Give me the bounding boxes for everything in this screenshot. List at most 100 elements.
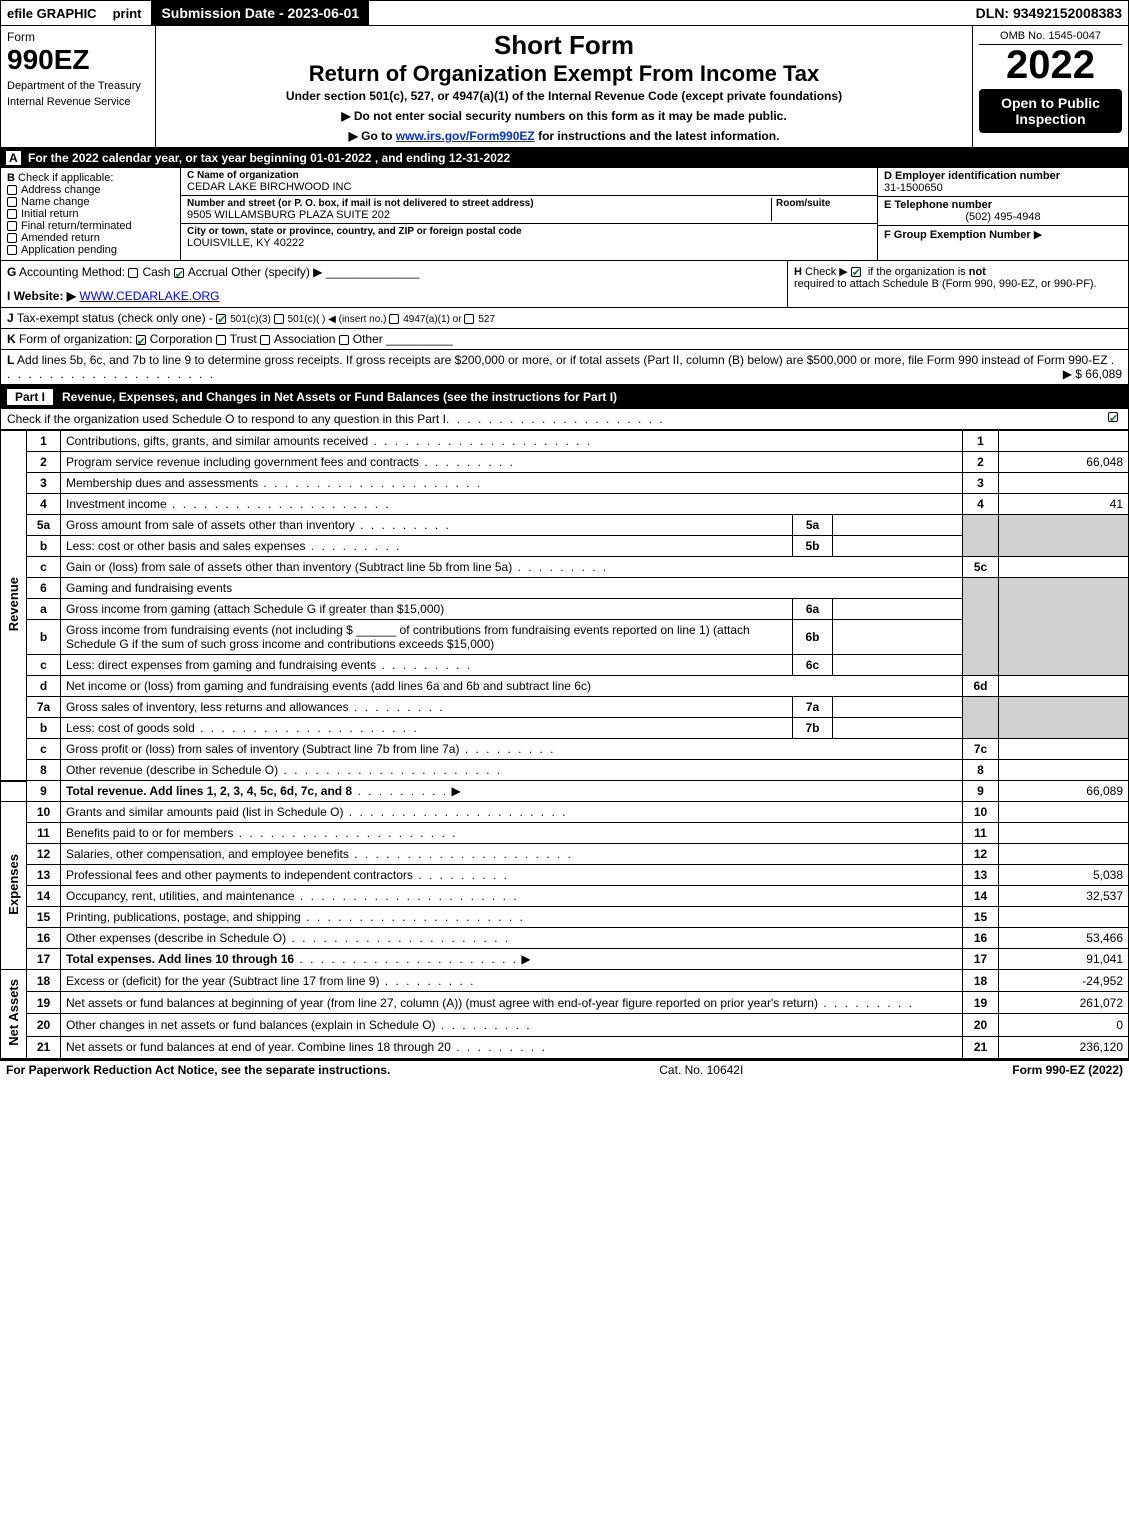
- checkbox-icon[interactable]: [389, 314, 399, 324]
- submission-date: Submission Date - 2023-06-01: [151, 1, 369, 25]
- table-row: 8 Other revenue (describe in Schedule O)…: [1, 760, 1129, 781]
- open-public: Open to Public Inspection: [979, 89, 1122, 133]
- row-a: A For the 2022 calendar year, or tax yea…: [0, 148, 1129, 168]
- e-phone: E Telephone number (502) 495-4948: [878, 197, 1128, 226]
- c-city-lbl: City or town, state or province, country…: [187, 226, 871, 237]
- h-pre: Check ▶: [805, 266, 851, 278]
- b-opt-3[interactable]: Final return/terminated: [7, 220, 174, 232]
- f-lbl: F Group Exemption Number: [884, 229, 1031, 241]
- goto-post: for instructions and the latest informat…: [535, 129, 780, 143]
- footer-right: Form 990-EZ (2022): [1012, 1063, 1123, 1077]
- col-c: C Name of organization CEDAR LAKE BIRCHW…: [181, 168, 878, 260]
- checkbox-icon[interactable]: [260, 335, 270, 345]
- f-arrow: ▶: [1034, 229, 1042, 241]
- tax-year: 2022: [979, 45, 1122, 85]
- checkbox-checked-icon[interactable]: [1108, 412, 1118, 422]
- row-j: J Tax-exempt status (check only one) - 5…: [0, 308, 1129, 329]
- d-ein: D Employer identification number 31-1500…: [878, 168, 1128, 197]
- table-row: 16 Other expenses (describe in Schedule …: [1, 928, 1129, 949]
- return-title: Return of Organization Exempt From Incom…: [162, 61, 966, 87]
- checkbox-checked-icon[interactable]: [136, 335, 146, 345]
- instruct-line1: ▶ Do not enter social security numbers o…: [162, 109, 966, 123]
- checkbox-checked-icon[interactable]: [216, 314, 226, 324]
- website-link[interactable]: WWW.CEDARLAKE.ORG: [79, 289, 219, 303]
- table-row: Net Assets 18 Excess or (deficit) for th…: [1, 970, 1129, 992]
- efile-label: efile GRAPHIC: [1, 2, 103, 25]
- i-letter: I: [7, 289, 10, 303]
- table-row: 4 Investment income 4 41: [1, 494, 1129, 515]
- b-opt-4[interactable]: Amended return: [7, 232, 174, 244]
- checkbox-icon[interactable]: [128, 268, 138, 278]
- instruct-line2: ▶ Go to www.irs.gov/Form990EZ for instru…: [162, 129, 966, 143]
- checkbox-icon[interactable]: [7, 185, 17, 195]
- form-number: 990EZ: [7, 44, 149, 76]
- part-label: Part I: [6, 388, 54, 406]
- table-row: c Gain or (loss) from sale of assets oth…: [1, 557, 1129, 578]
- col-h: H Check ▶ if the organization is not req…: [788, 261, 1128, 307]
- table-row: 20 Other changes in net assets or fund b…: [1, 1014, 1129, 1036]
- l-amount: ▶ $ 66,089: [1063, 367, 1122, 381]
- checkbox-icon[interactable]: [7, 221, 17, 231]
- table-row: 13 Professional fees and other payments …: [1, 865, 1129, 886]
- col-b: B Check if applicable: Address change Na…: [1, 168, 181, 260]
- col-g: G Accounting Method: Cash Accrual Other …: [1, 261, 788, 307]
- c-city: City or town, state or province, country…: [181, 224, 877, 251]
- checkbox-icon[interactable]: [339, 335, 349, 345]
- table-row: 2 Program service revenue including gove…: [1, 452, 1129, 473]
- checkbox-checked-icon[interactable]: [174, 268, 184, 278]
- checkbox-icon[interactable]: [7, 245, 17, 255]
- d-lbl: D Employer identification number: [884, 170, 1122, 182]
- b-opt-1[interactable]: Name change: [7, 196, 174, 208]
- g-accrual: Accrual: [188, 265, 228, 279]
- print-label[interactable]: print: [107, 2, 148, 25]
- irs-link[interactable]: www.irs.gov/Form990EZ: [396, 129, 535, 143]
- checkbox-icon[interactable]: [7, 209, 17, 219]
- b-opt-2[interactable]: Initial return: [7, 208, 174, 220]
- section-revenue: Revenue: [1, 431, 27, 781]
- e-lbl: E Telephone number: [884, 199, 1122, 211]
- form-word: Form: [7, 30, 149, 44]
- i-lbl: Website: ▶: [14, 289, 76, 303]
- j-text: Tax-exempt status (check only one) -: [17, 311, 216, 325]
- dots: [446, 412, 665, 426]
- dln: DLN: 93492152008383: [970, 1, 1128, 25]
- b-opt-0[interactable]: Address change: [7, 184, 174, 196]
- checkbox-icon[interactable]: [7, 233, 17, 243]
- table-row: a Gross income from gaming (attach Sched…: [1, 599, 1129, 620]
- checkbox-icon[interactable]: [7, 197, 17, 207]
- room-lbl: Room/suite: [776, 198, 871, 209]
- table-row: 7a Gross sales of inventory, less return…: [1, 697, 1129, 718]
- checkbox-icon[interactable]: [274, 314, 284, 324]
- k-text: Form of organization:: [19, 332, 132, 346]
- table-row: b Less: cost of goods sold 7b: [1, 718, 1129, 739]
- under-section: Under section 501(c), 527, or 4947(a)(1)…: [162, 89, 966, 103]
- checkbox-icon[interactable]: [216, 335, 226, 345]
- part-i-header: Part I Revenue, Expenses, and Changes in…: [0, 385, 1129, 409]
- footer: For Paperwork Reduction Act Notice, see …: [0, 1059, 1129, 1079]
- h-text2: required to attach Schedule B (Form 990,…: [794, 278, 1122, 290]
- b-letter: B: [7, 172, 15, 184]
- j-letter: J: [7, 311, 14, 325]
- row-k: K Form of organization: Corporation Trus…: [0, 329, 1129, 350]
- lines-table: Revenue 1 Contributions, gifts, grants, …: [0, 430, 1129, 1059]
- part-i-sub: Check if the organization used Schedule …: [0, 409, 1129, 430]
- table-row: 12 Salaries, other compensation, and emp…: [1, 844, 1129, 865]
- k-letter: K: [7, 332, 16, 346]
- row-gh: G Accounting Method: Cash Accrual Other …: [0, 261, 1129, 308]
- e-val: (502) 495-4948: [884, 211, 1122, 223]
- checkbox-icon[interactable]: [464, 314, 474, 324]
- g-text: Accounting Method:: [19, 265, 125, 279]
- b-opt-5[interactable]: Application pending: [7, 244, 174, 256]
- org-name: CEDAR LAKE BIRCHWOOD INC: [187, 181, 871, 193]
- h-letter: H: [794, 266, 802, 278]
- org-street: 9505 WILLAMSBURG PLAZA SUITE 202: [187, 209, 771, 221]
- section-bcde: B Check if applicable: Address change Na…: [0, 168, 1129, 261]
- table-row: 3 Membership dues and assessments 3: [1, 473, 1129, 494]
- header-mid: Short Form Return of Organization Exempt…: [156, 26, 973, 147]
- checkbox-checked-icon[interactable]: [851, 267, 861, 277]
- table-row: c Gross profit or (loss) from sales of i…: [1, 739, 1129, 760]
- footer-mid: Cat. No. 10642I: [659, 1063, 743, 1077]
- row-a-letter: A: [6, 151, 21, 165]
- section-expenses: Expenses: [1, 802, 27, 970]
- part-sub: Check if the organization used Schedule …: [7, 412, 446, 426]
